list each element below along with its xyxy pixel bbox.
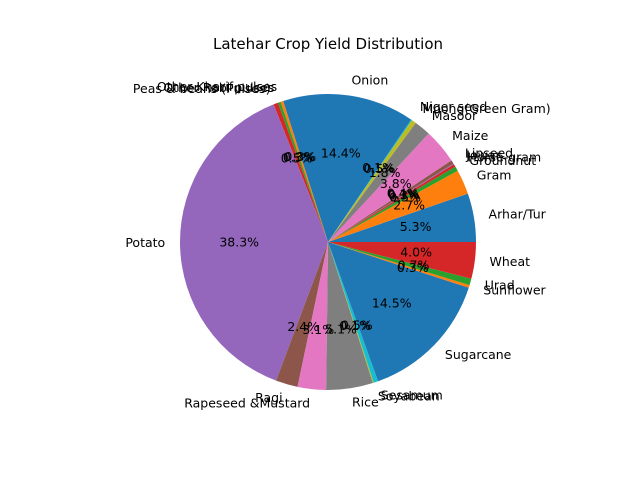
slice-percent-sunflower: 0.3% xyxy=(397,260,429,275)
pie-slice-arhar-tur xyxy=(328,193,476,242)
slice-percent-horse-gram: 0.3% xyxy=(388,188,420,203)
slice-percent-jowar: 0.1% xyxy=(388,187,420,202)
pie-slice-gram xyxy=(328,170,468,242)
pie-slice-sesamum xyxy=(328,242,379,383)
pie-slice-ragi xyxy=(276,242,328,387)
slice-label-sunflower: Sunflower xyxy=(483,282,546,297)
pie-slice-jowar xyxy=(328,163,454,242)
pie-slice-urad xyxy=(328,242,472,286)
slice-label-arhar-tur: Arhar/Tur xyxy=(489,207,547,222)
slice-label-rapeseed-mustard: Rapeseed &Mustard xyxy=(184,395,310,410)
slice-label-sesamum: Sesamum xyxy=(381,388,443,403)
slice-label-onion: Onion xyxy=(351,72,388,87)
slice-label-peas-beans-pulses: Peas & beans (Pulses) xyxy=(133,81,271,96)
slice-label-potato: Potato xyxy=(125,235,165,250)
slice-percent-onion: 14.4% xyxy=(321,146,361,161)
chart-title: Latehar Crop Yield Distribution xyxy=(213,35,443,53)
slice-labels: Arhar/Tur GramGroundnutHorse-gramJowarLin… xyxy=(125,72,550,410)
slice-percent-rice: 5.1% xyxy=(325,321,357,336)
slice-percent-masoor: 1.8% xyxy=(369,165,401,180)
slice-percent-groundnut: 0.5% xyxy=(389,190,421,205)
pie-slice-soyabean xyxy=(328,242,374,384)
slice-percent-maize: 3.8% xyxy=(380,176,412,191)
slice-label-rice: Rice xyxy=(352,395,379,410)
slice-percent-niger-seed: 0.1% xyxy=(362,160,394,175)
slice-label-other-kharif-pulses: Other Kharif pulses xyxy=(157,79,277,94)
pie-slice-maize xyxy=(328,133,452,242)
slice-percent-rapeseed-mustard: 3.1% xyxy=(302,322,334,337)
slice-percent-peas-beans-pulses: 0.5% xyxy=(281,150,313,165)
slice-percent-wheat: 4.0% xyxy=(400,245,432,260)
slice-label-maize: Maize xyxy=(452,128,488,143)
pie-slice-rice xyxy=(326,242,373,390)
pie-slice-sunflower xyxy=(328,242,470,288)
slice-label-other-rabi-pulses: Other Rabi pulses xyxy=(163,80,274,95)
pie-slice-other-kharif-pulses xyxy=(280,100,328,242)
pie-slice-wheat xyxy=(328,242,476,279)
slice-percent-sesamum: 0.5% xyxy=(341,318,373,333)
slice-label-gram: Gram xyxy=(477,167,512,182)
slice-percent-linseed: 0.4% xyxy=(387,185,419,200)
slice-label-jowar: Jowar xyxy=(465,148,501,163)
slice-label-moong-green-gram: Moong(Green Gram) xyxy=(422,101,550,116)
slice-label-ragi: Ragi xyxy=(255,390,282,405)
pie-slice-sugarcane xyxy=(328,242,469,382)
slice-label-sugarcane: Sugarcane xyxy=(445,347,512,362)
pie-slice-linseed xyxy=(328,160,454,242)
pie-slice-groundnut xyxy=(328,166,458,242)
slice-percent-potato: 38.3% xyxy=(219,234,259,249)
slice-percent-arhar-tur: 5.3% xyxy=(400,219,432,234)
slice-percent-gram: 2.7% xyxy=(393,197,425,212)
slice-label-niger-seed: Niger seed xyxy=(420,99,487,114)
pie-slice-potato xyxy=(180,104,328,381)
slice-label-soyabean: Soyabean xyxy=(378,388,440,403)
slice-percent-ragi: 2.4% xyxy=(287,319,319,334)
slice-percent-other-kharif-pulses: 0.3% xyxy=(284,149,316,164)
pie-slice-horse-gram xyxy=(328,164,456,242)
pie-slice-peas-beans-pulses xyxy=(273,102,328,242)
pie-slice-niger-seed xyxy=(328,119,412,242)
pie-slices xyxy=(180,93,476,390)
slice-percent-urad: 0.7% xyxy=(398,257,430,272)
pie-slice-moong-green-gram xyxy=(328,120,416,242)
pie-slice-masoor xyxy=(328,122,429,242)
slice-label-groundnut: Groundnut xyxy=(469,153,536,168)
pie-slice-other-rabi-pulses xyxy=(277,101,328,242)
pie-slice-onion xyxy=(283,93,412,242)
slice-percent-sugarcane: 14.5% xyxy=(372,295,412,310)
slice-label-linseed: Linseed xyxy=(465,145,513,160)
slice-label-masoor: Masoor xyxy=(432,108,478,123)
slice-percent-soyabean: 0.1% xyxy=(339,318,371,333)
pie-slice-rapeseed-mustard xyxy=(297,242,328,390)
slice-percent-moong-green-gram: 0.5% xyxy=(364,161,396,176)
slice-label-horse-gram: Horse-gram xyxy=(467,149,541,164)
slice-percent-labels: 5.3%2.7%0.5%0.3%0.1%0.4%3.8%1.8%0.5%0.1%… xyxy=(219,146,432,337)
slice-label-urad: Urad xyxy=(485,277,515,292)
slice-percent-other-rabi-pulses: 0.3% xyxy=(283,150,315,165)
slice-label-wheat: Wheat xyxy=(490,254,531,269)
